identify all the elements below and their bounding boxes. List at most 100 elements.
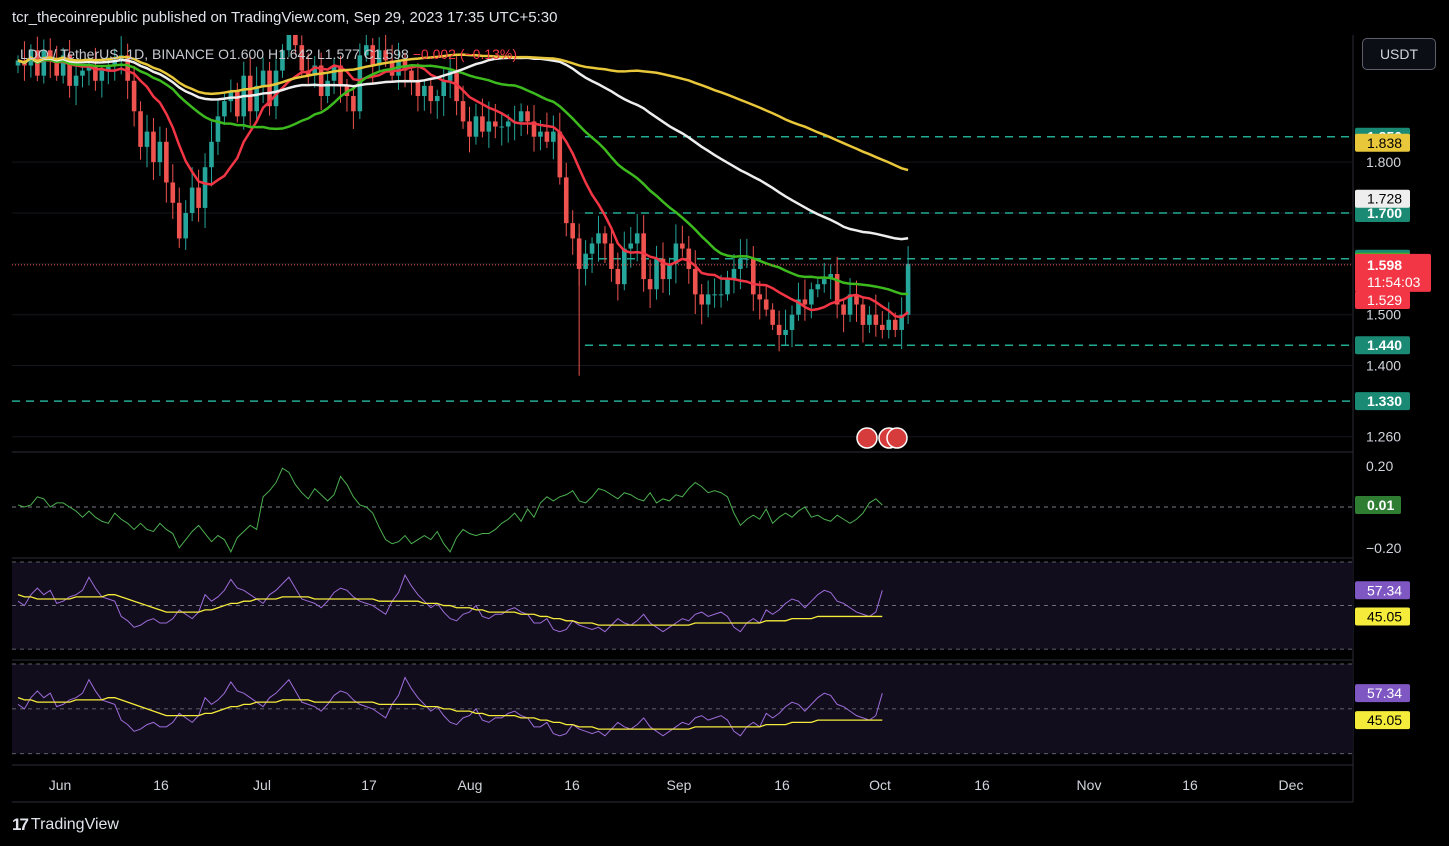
last-price-tag-bg — [1355, 253, 1431, 292]
moving-average-line — [17, 57, 909, 319]
rsi-line — [17, 573, 883, 633]
candle-body — [383, 50, 388, 61]
candle-body — [99, 70, 105, 81]
candle-body — [299, 45, 305, 71]
x-tick-label: Nov — [1077, 777, 1102, 793]
ma-price-tag-text: 1.838 — [1367, 135, 1402, 151]
candle-body — [235, 90, 240, 117]
candle-body — [538, 131, 543, 137]
candle-body — [834, 274, 840, 305]
candle-body — [673, 243, 679, 264]
candle-body — [170, 182, 176, 203]
candle-body — [738, 258, 743, 269]
zone-price-tag-text: 1.700 — [1367, 205, 1402, 221]
candle-body — [712, 294, 717, 296]
legend-change: −0.002 (−0.13%) — [412, 46, 518, 62]
candle-body — [157, 141, 163, 163]
last-price-tag-text: 1.598 — [1367, 257, 1402, 273]
candle-body — [422, 85, 427, 97]
candle-body — [705, 294, 711, 305]
candle-body — [783, 329, 788, 336]
candle-body — [860, 304, 866, 325]
candle-body — [809, 289, 814, 305]
candle-body — [209, 141, 214, 168]
candle-body — [770, 309, 775, 325]
candle-body — [725, 279, 730, 295]
candle-body — [905, 263, 911, 315]
x-tick-label: Jul — [253, 777, 271, 793]
rsi-ma-line — [17, 594, 883, 626]
ma-price-tag: 1.529 — [1355, 290, 1410, 309]
ma-price-tag-bg — [1355, 189, 1410, 208]
candle-body — [654, 258, 659, 290]
y-tick-label: 1.260 — [1366, 429, 1401, 445]
zone-price-tag-bg — [1355, 203, 1410, 222]
rsi-value-tag-bg — [1355, 684, 1410, 703]
candle-body — [480, 116, 485, 132]
zone-price-tag-text: 1.330 — [1367, 393, 1402, 409]
zone-price-tag-bg — [1355, 392, 1410, 411]
rsi-ma-value-tag-bg — [1355, 711, 1410, 730]
symbol-legend: LDO / TetherUS, 1D, BINANCE O1.600 H1.64… — [20, 46, 517, 62]
ma-price-tag-bg — [1355, 290, 1410, 309]
ma-price-tag-bg — [1355, 133, 1410, 152]
candle-body — [47, 50, 53, 61]
x-tick-label: 16 — [974, 777, 990, 793]
candle-body — [589, 243, 595, 254]
candle-body — [93, 65, 98, 81]
candle-body — [744, 258, 750, 260]
zone-price-tag: 1.330 — [1355, 392, 1410, 411]
candle-body — [892, 319, 898, 330]
candle-body — [751, 258, 756, 295]
candle-body — [60, 55, 66, 76]
candle-body — [370, 45, 376, 66]
candle-body — [260, 70, 266, 86]
rsi-ma-value-tag-text: 45.05 — [1367, 608, 1402, 624]
candle-body — [680, 243, 685, 249]
ma-price-tag: 1.728 — [1355, 189, 1410, 208]
candle-body — [196, 187, 201, 208]
candle-body — [312, 65, 317, 76]
candle-body — [215, 116, 221, 142]
candle-body — [557, 131, 563, 178]
rsi-value-tag-bg — [1355, 581, 1410, 600]
x-tick-label: 16 — [564, 777, 580, 793]
candle-body — [331, 65, 337, 81]
rsi-ma-value-tag-bg — [1355, 607, 1410, 626]
currency-unit-button[interactable]: USDT — [1362, 38, 1436, 70]
candle-body — [144, 131, 150, 147]
tradingview-logo[interactable]: 17 TradingView — [12, 815, 119, 835]
rsi-value-tag-text: 57.34 — [1367, 685, 1402, 701]
candle-body — [699, 294, 704, 305]
candle-body — [318, 65, 324, 97]
candle-body — [815, 284, 821, 290]
candle-body — [15, 60, 21, 66]
moving-average-line — [17, 53, 909, 172]
candle-body — [125, 55, 130, 81]
x-tick-label: 16 — [1182, 777, 1198, 793]
zone-price-tag: 1.440 — [1355, 336, 1410, 355]
zone-price-tag: 1.700 — [1355, 203, 1410, 222]
candle-body — [325, 80, 330, 97]
candle-body — [763, 299, 769, 310]
candle-body — [138, 111, 143, 147]
candle-body — [776, 324, 782, 336]
x-tick-label: 17 — [361, 777, 377, 793]
moving-average-line — [17, 56, 909, 241]
candle-body — [802, 299, 808, 305]
candle-body — [183, 212, 188, 239]
candle-body — [254, 85, 259, 112]
tradingview-brand: TradingView — [30, 816, 119, 833]
candle-body — [338, 65, 343, 86]
candle-body — [757, 294, 763, 300]
candle-body — [551, 131, 556, 142]
candle-body — [273, 70, 279, 107]
candle-body — [112, 60, 118, 66]
candle-body — [460, 101, 466, 122]
osc-value-tag-bg — [1355, 495, 1401, 514]
bar-countdown-text: 11:54:03 — [1367, 274, 1421, 290]
candle-body — [473, 116, 479, 137]
rsi-ma-value-tag-text: 45.05 — [1367, 712, 1402, 728]
candle-body — [602, 233, 608, 244]
